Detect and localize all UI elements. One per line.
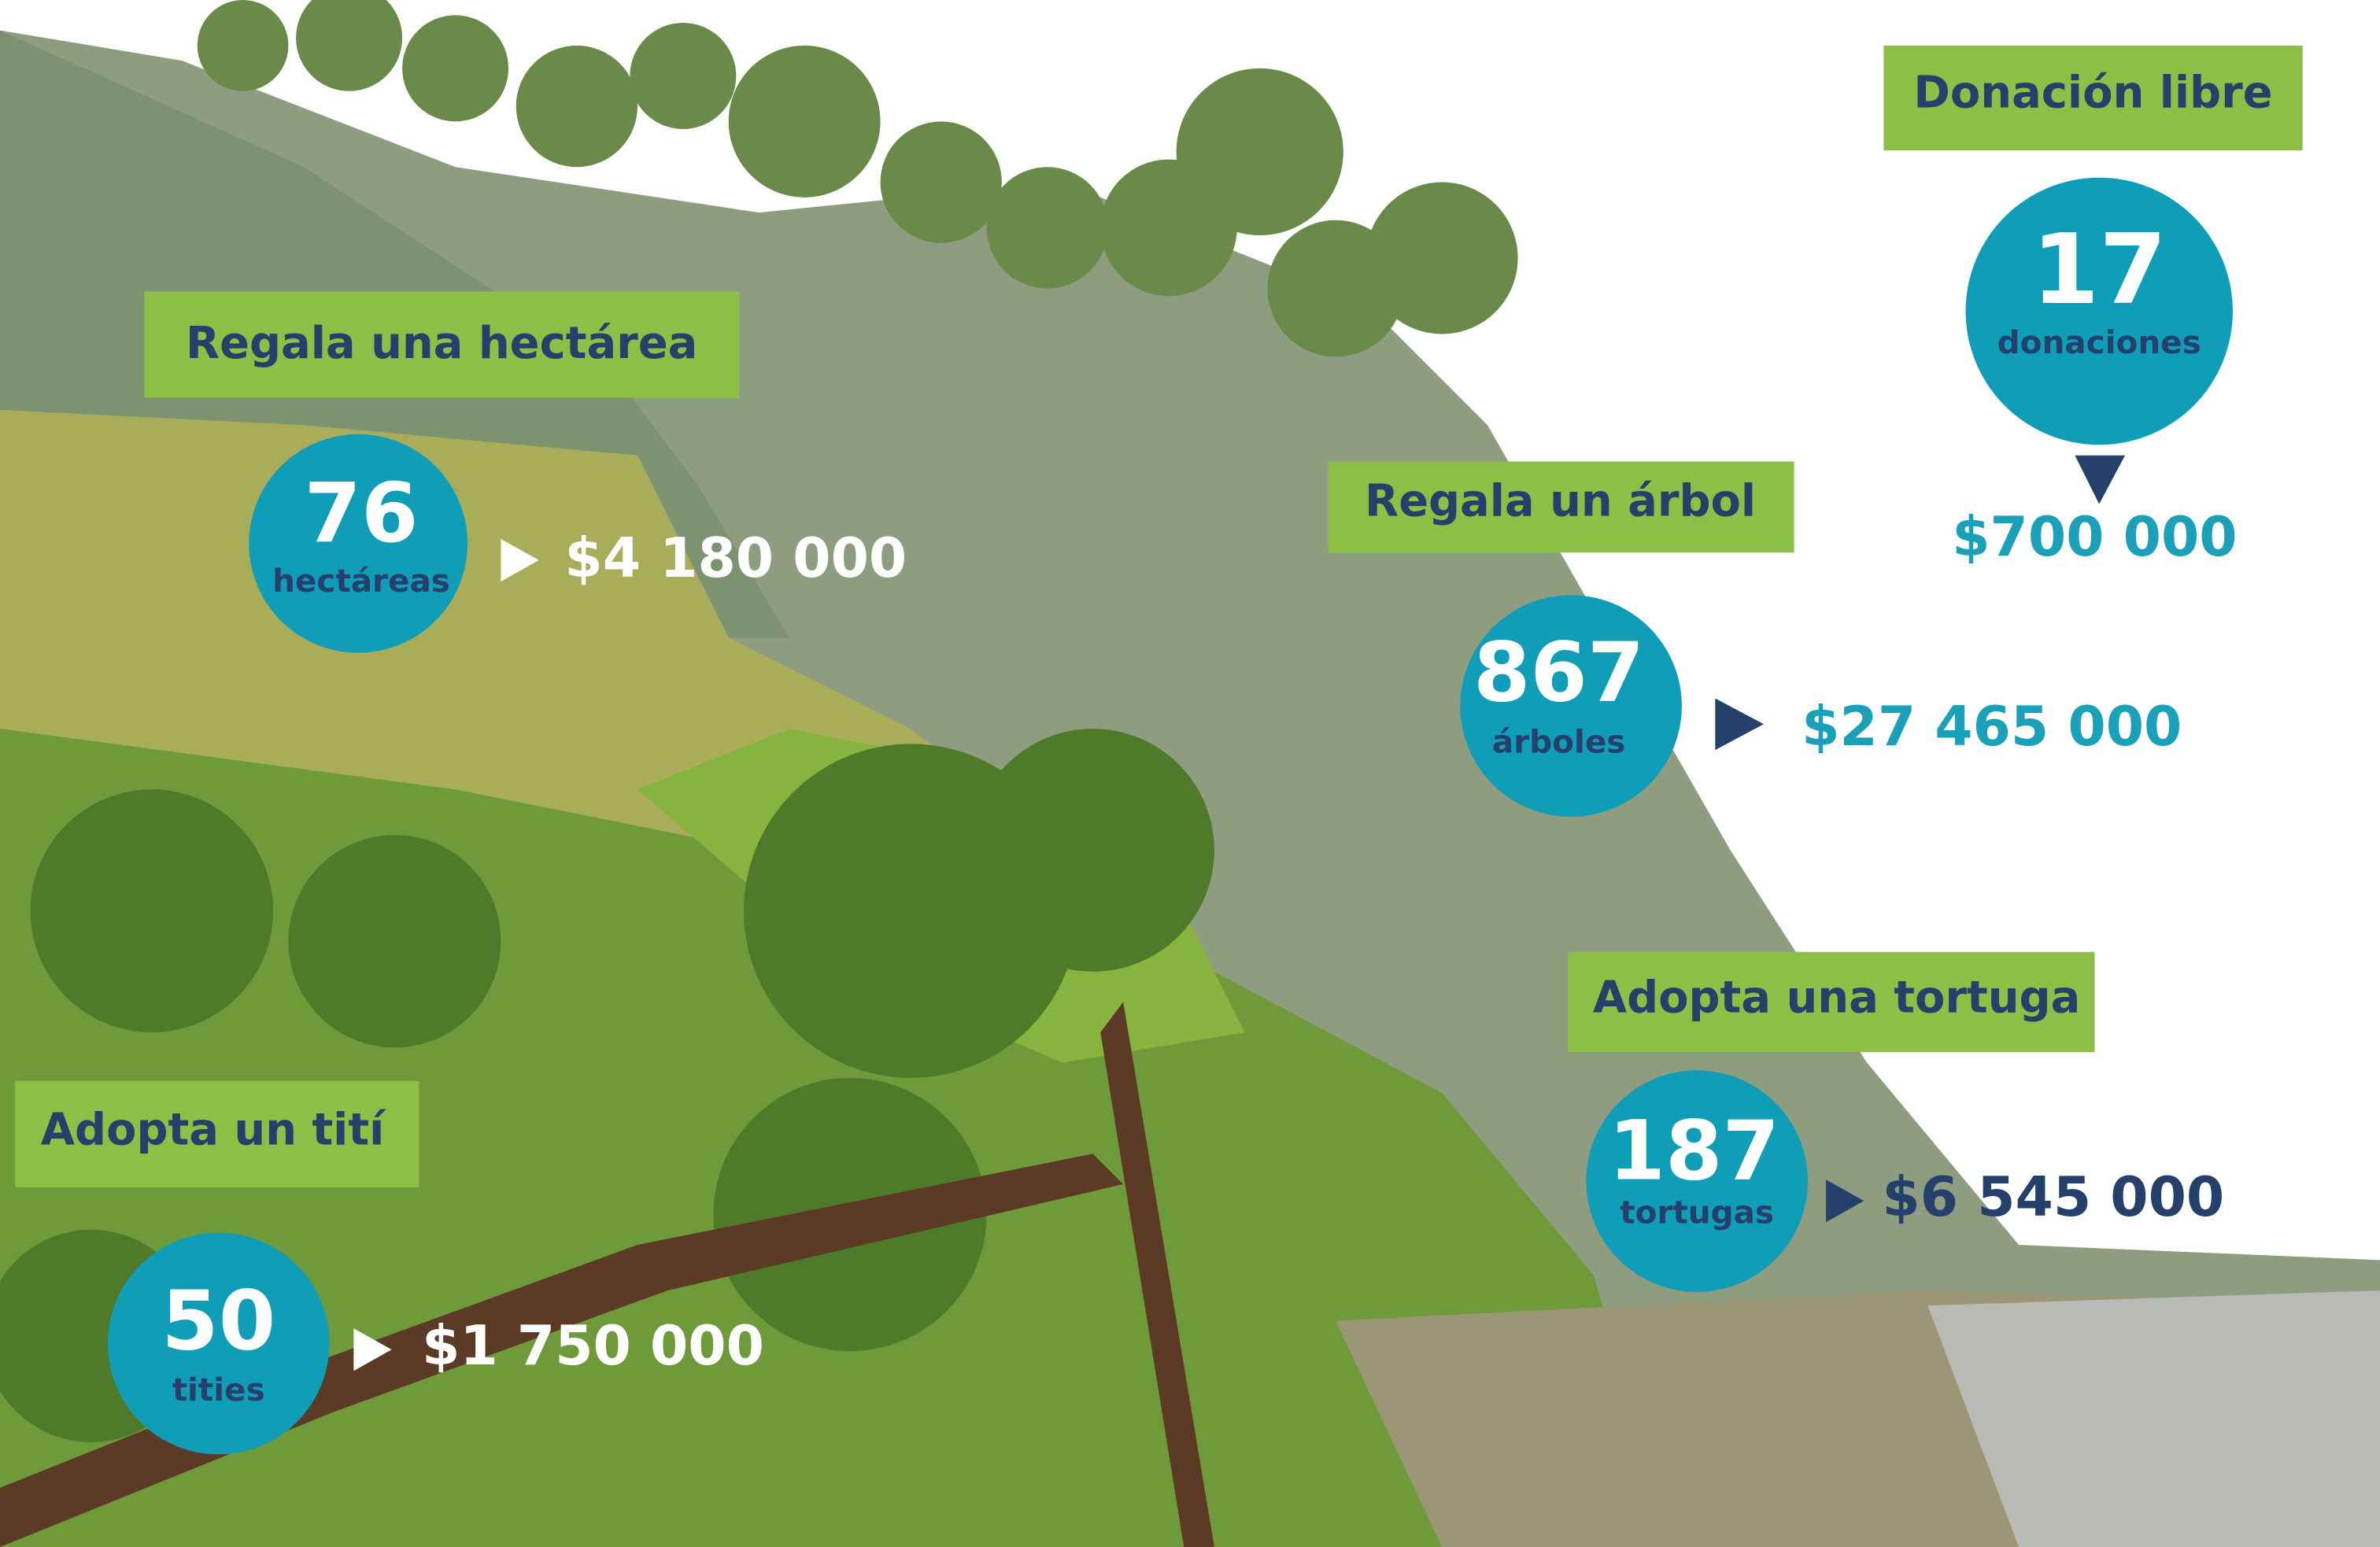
card-title: Regala un árbol	[1365, 476, 1756, 527]
card-title: Donación libre	[1913, 68, 2272, 119]
infographic: Regala una hectárea 76 hectáreas $4 180 …	[0, 0, 2380, 1547]
amount: $1 750 000	[422, 1315, 764, 1378]
unit: árboles	[1492, 722, 1626, 760]
amount: $27 465 000	[1802, 696, 2182, 759]
page: {"items": [ {"title": "Regala una hectár…	[0, 0, 2380, 1547]
card-title: Adopta una tortuga	[1593, 973, 2080, 1024]
amount: $700 000	[1952, 506, 2237, 569]
amount: $6 545 000	[1882, 1166, 2224, 1229]
card-title: Regala una hectárea	[186, 318, 697, 369]
count: 17	[2031, 213, 2167, 327]
count: 867	[1473, 625, 1644, 721]
count: 50	[161, 1273, 275, 1369]
count: 187	[1609, 1102, 1779, 1198]
unit: tities	[172, 1371, 265, 1409]
unit: donaciones	[1998, 323, 2201, 361]
count: 76	[305, 465, 419, 561]
unit: tortugas	[1620, 1193, 1774, 1231]
amount: $4 180 000	[564, 527, 907, 590]
card-title: Adopta un tití	[41, 1104, 386, 1155]
unit: hectáreas	[272, 562, 450, 600]
